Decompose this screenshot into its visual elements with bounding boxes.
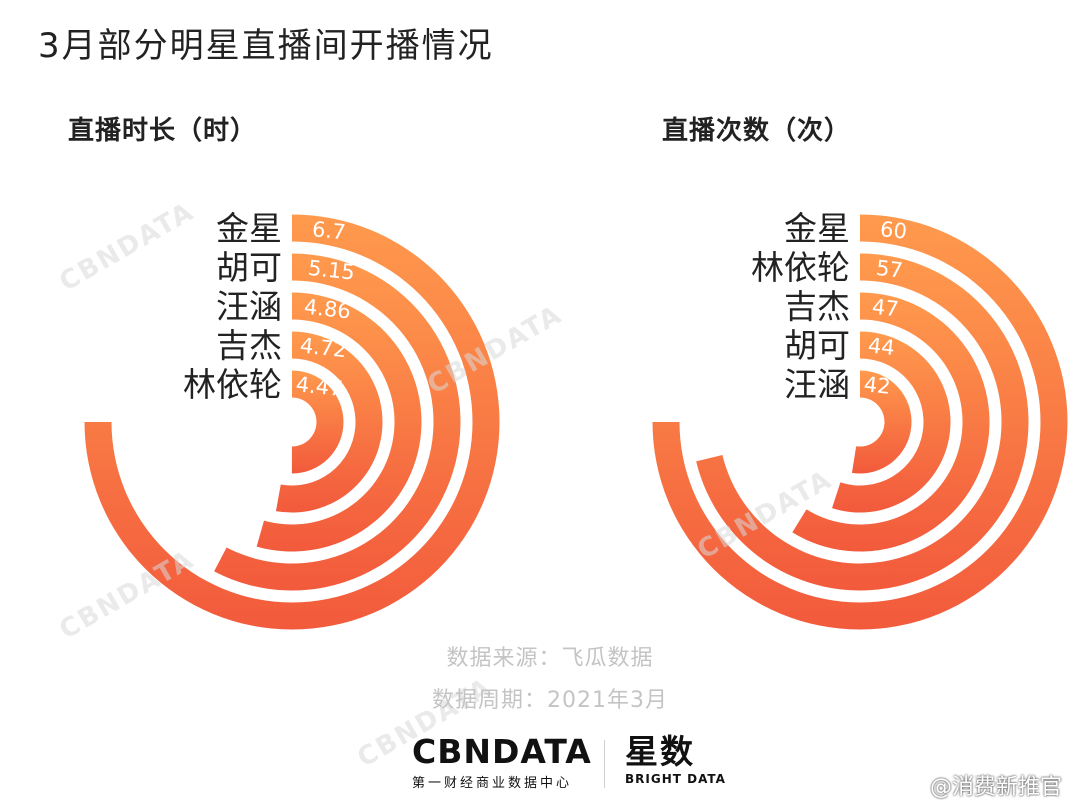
cbndata-logo: CBNDATA 第一财经商业数据中心	[412, 732, 592, 792]
logo-divider	[604, 740, 605, 788]
logo-main-text: CBNDATA	[412, 732, 592, 771]
logo2-sub-text: BRIGHT DATA	[625, 772, 726, 786]
radial-chart-count: 金星 60 林依轮 57 吉杰 47 胡可 44 汪涵 42	[652, 209, 1068, 630]
value-label: 4.47	[295, 372, 344, 401]
category-label: 吉杰	[216, 326, 282, 365]
radial-chart-duration: 金星 6.7 胡可 5.15 汪涵 4.86 吉杰 4.72 林依轮 4.47	[84, 209, 500, 630]
corner-watermark: @消费新推官	[929, 775, 1062, 800]
value-label: 5.15	[307, 256, 356, 285]
logo2-main-text: 星数	[625, 732, 695, 771]
logo-sub-text: 第一财经商业数据中心	[412, 776, 573, 791]
category-label: 胡可	[216, 248, 282, 287]
radial-bar	[832, 331, 951, 513]
value-label: 47	[871, 295, 900, 322]
value-label: 44	[867, 333, 896, 360]
radial-bar	[851, 370, 912, 474]
radial-bar	[214, 253, 461, 591]
category-label: 林依轮	[751, 248, 850, 287]
category-label: 金星	[784, 209, 850, 248]
chart-title-duration: 直播时长（时）	[68, 116, 258, 146]
category-label: 汪涵	[216, 287, 282, 326]
bright-data-logo: 星数 BRIGHT DATA	[625, 732, 726, 787]
category-label: 汪涵	[784, 365, 850, 404]
data-source: 数据来源：飞瓜数据	[446, 646, 654, 671]
category-label: 金星	[216, 209, 282, 248]
value-label: 42	[863, 372, 892, 399]
radial-bar	[275, 331, 383, 513]
category-label: 胡可	[784, 326, 850, 365]
data-period: 数据周期：2021年3月	[432, 688, 668, 713]
value-label: 57	[875, 256, 904, 283]
category-label: 吉杰	[784, 287, 850, 326]
category-label: 林依轮	[183, 365, 282, 404]
radial-bar	[792, 292, 990, 552]
value-label: 4.72	[299, 333, 348, 362]
page-title: 3月部分明星直播间开播情况	[38, 26, 494, 66]
radial-bar	[256, 292, 422, 552]
value-label: 60	[879, 217, 908, 244]
chart-title-count: 直播次数（次）	[662, 116, 852, 146]
radial-bar	[291, 370, 344, 474]
value-label: 4.86	[303, 295, 352, 324]
value-label: 6.7	[311, 217, 347, 244]
